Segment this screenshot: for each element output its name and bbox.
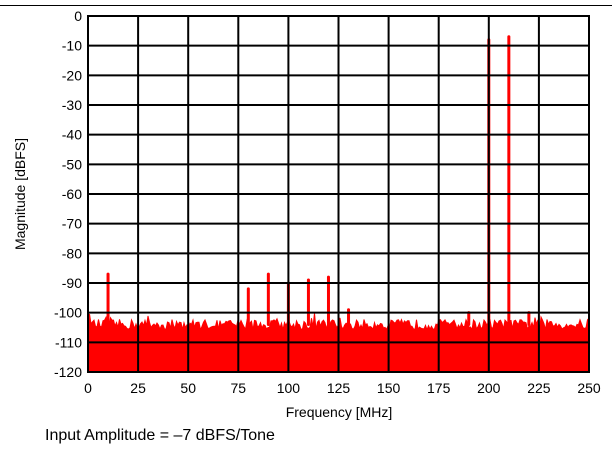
y-tick-label-6: -60 [62, 186, 82, 202]
x-tick-label-7: 175 [427, 380, 451, 396]
y-tick-label-11: -110 [55, 334, 82, 350]
y-tick-label-3: -30 [62, 97, 82, 113]
y-tick-label-5: -50 [62, 156, 82, 172]
y-tick-label-2: -20 [62, 67, 82, 83]
y-tick-label-8: -80 [62, 245, 82, 261]
input-amplitude-caption: Input Amplitude = –7 dBFS/Tone [45, 427, 275, 444]
x-tick-label-6: 150 [377, 380, 401, 396]
x-tick-label-8: 200 [477, 380, 501, 396]
x-tick-labels: 0 25 50 75 100 125 150 175 200 225 250 [84, 380, 601, 396]
plot-frame [87, 15, 590, 373]
x-tick-label-3: 75 [231, 380, 247, 396]
y-tick-label-10: -100 [54, 305, 82, 321]
x-tick-label-5: 125 [327, 380, 351, 396]
x-tick-label-10: 250 [577, 380, 601, 396]
y-tick-label-4: -40 [62, 127, 82, 143]
x-tick-label-2: 50 [180, 380, 196, 396]
x-tick-label-0: 0 [84, 380, 92, 396]
y-tick-label-9: -90 [62, 275, 82, 291]
y-axis-label: Magnitude [dBFS] [12, 138, 28, 250]
x-tick-label-9: 225 [527, 380, 551, 396]
y-tick-label-12: -120 [54, 364, 82, 380]
y-tick-label-7: -70 [62, 216, 82, 232]
y-tick-labels: 0 -10 -20 -30 -40 -50 -60 -70 -80 -90 -100 -110 -120 [54, 8, 82, 380]
x-axis-label: Frequency [MHz] [286, 404, 393, 420]
x-tick-label-1: 25 [130, 380, 146, 396]
grid-lines [87, 15, 590, 373]
y-tick-label-1: -10 [62, 38, 82, 54]
top-rule [0, 5, 612, 6]
y-tick-label-0: 0 [74, 8, 82, 24]
x-tick-label-4: 100 [277, 380, 301, 396]
